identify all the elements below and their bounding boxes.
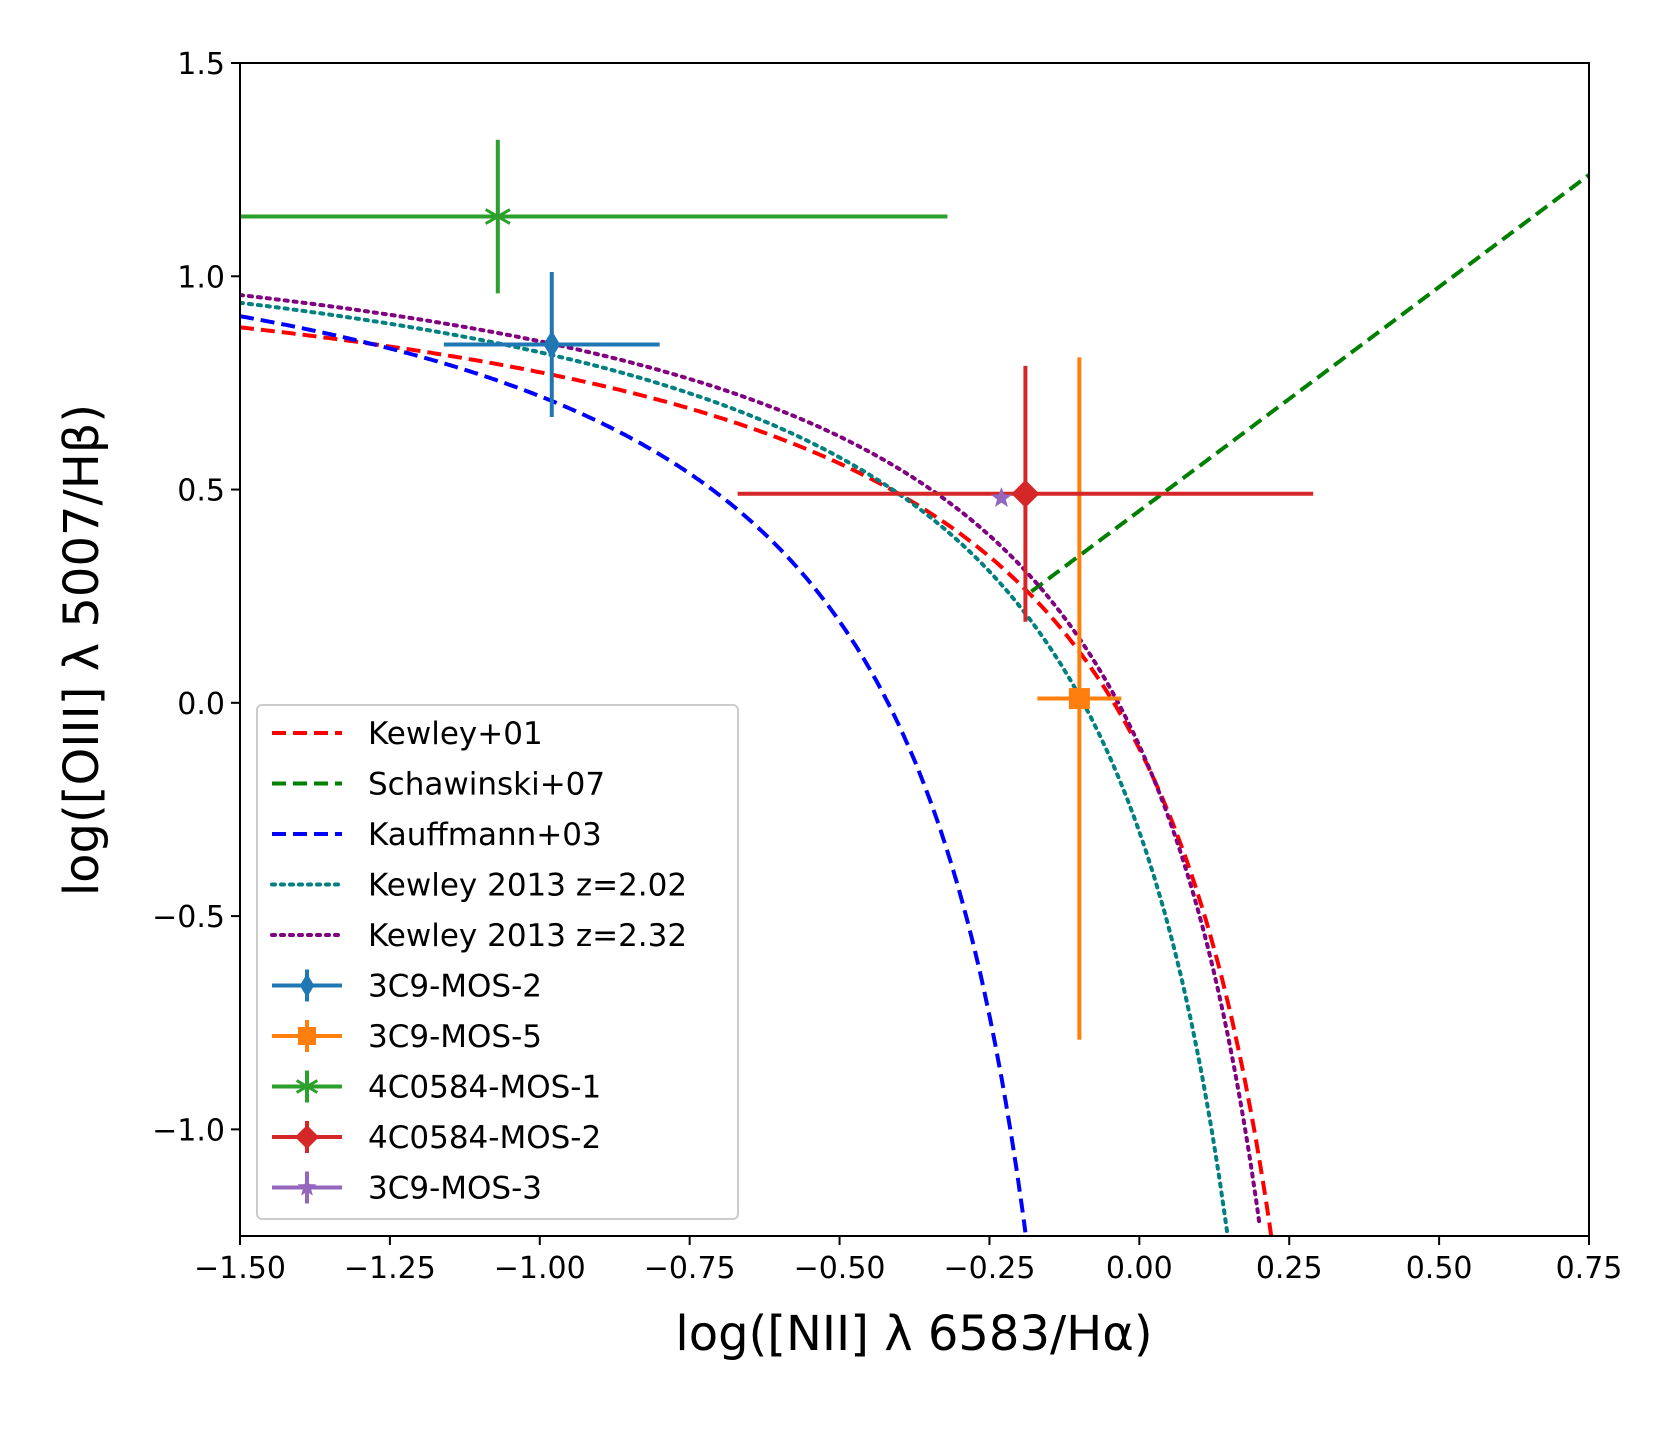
legend-label: Kewley 2013 z=2.02 [368, 868, 687, 904]
x-tick-label: −0.50 [794, 1251, 886, 1286]
y-axis-ticks: −1.0 −0.5 0.0 0.5 1.0 1.5 [152, 47, 240, 1148]
thin-diamond-marker [543, 330, 561, 359]
x-star-marker [295, 1074, 319, 1099]
y-tick-label: 1.0 [177, 260, 225, 295]
curve-kewley-01 [240, 325, 1274, 1236]
diamond-marker [295, 1125, 319, 1149]
curve-kauffmann-03 [240, 314, 1028, 1233]
legend-item-3c9-mos-3: 3C9-MOS-3 [272, 1171, 542, 1207]
legend-item-kewley-01: Kewley+01 [272, 716, 543, 752]
legend-item-4c0584-mos-2: 4C0584-MOS-2 [272, 1120, 601, 1156]
legend-item-kauffmann-03: Kauffmann+03 [272, 817, 602, 853]
reference-curves [240, 173, 1589, 1236]
legend-item-schawinski-07: Schawinski+07 [272, 767, 605, 803]
x-tick-label: 0.50 [1406, 1251, 1473, 1286]
legend-label: Schawinski+07 [368, 767, 605, 803]
point-3c9-mos-3 [991, 487, 1012, 507]
x-tick-label: 0.75 [1556, 1251, 1623, 1286]
star-marker [297, 1177, 317, 1196]
legend-label: 3C9-MOS-2 [368, 969, 542, 1005]
x-tick-label: −1.25 [344, 1251, 436, 1286]
legend-frame [256, 704, 739, 1220]
x-star-marker [484, 202, 511, 231]
y-tick-label: 0.0 [177, 687, 225, 722]
square-marker [298, 1027, 316, 1045]
x-axis-label: log([NII] λ 6583/Hα) [675, 1306, 1152, 1362]
diamond-marker [1011, 479, 1040, 508]
point-4c0584-mos-1 [240, 139, 948, 294]
legend-item-kewley-2013-z-2-02: Kewley 2013 z=2.02 [270, 868, 687, 904]
y-tick-label: −1.0 [152, 1113, 225, 1148]
x-tick-label: 0.25 [1256, 1251, 1323, 1286]
legend-item-4c0584-mos-1: 4C0584-MOS-1 [272, 1070, 601, 1106]
y-tick-label: 0.5 [177, 474, 225, 509]
point-3c9-mos-5 [1037, 357, 1122, 1040]
x-tick-label: 0.00 [1106, 1251, 1173, 1286]
data-points [240, 139, 1314, 1040]
y-tick-label: 1.5 [177, 47, 225, 82]
legend-item-3c9-mos-5: 3C9-MOS-5 [272, 1019, 542, 1055]
legend-label: 4C0584-MOS-1 [368, 1070, 601, 1106]
legend-item-kewley-2013-z-2-32: Kewley 2013 z=2.32 [270, 918, 687, 954]
square-marker [1068, 688, 1090, 710]
legend-item-3c9-mos-2: 3C9-MOS-2 [272, 969, 542, 1005]
legend-label: 3C9-MOS-5 [368, 1019, 542, 1055]
point-3c9-mos-2 [443, 272, 660, 418]
x-axis-ticks: −1.50 −1.25 −1.00 −0.75 −0.50 −0.25 0.00 0.25 0.… [194, 1236, 1622, 1286]
curve-kewley-2013-z-2-02 [240, 300, 1230, 1236]
x-tick-label: −1.00 [494, 1251, 586, 1286]
legend-label: Kewley+01 [368, 716, 543, 752]
legend: Kewley+01 Schawinski+07 Kauffmann+03 Kewley… [256, 704, 739, 1220]
x-tick-label: −0.75 [644, 1251, 736, 1286]
point-4c0584-mos-2 [737, 365, 1314, 622]
legend-label: 4C0584-MOS-2 [368, 1120, 601, 1156]
legend-label: Kewley 2013 z=2.32 [368, 918, 687, 954]
legend-label: 3C9-MOS-3 [368, 1171, 542, 1207]
y-tick-label: −0.5 [152, 900, 225, 935]
plot-frame [239, 62, 1590, 1237]
star-marker [991, 487, 1012, 507]
x-tick-label: −1.50 [194, 1251, 286, 1286]
x-tick-label: −0.25 [943, 1251, 1035, 1286]
y-axis-label: log([OIII] λ 5007/Hβ) [54, 404, 110, 896]
thin-diamond-marker [299, 973, 315, 998]
curve-kewley-2013-z-2-32 [240, 293, 1262, 1225]
legend-label: Kauffmann+03 [368, 817, 602, 853]
curve-schawinski-07 [1030, 173, 1589, 594]
